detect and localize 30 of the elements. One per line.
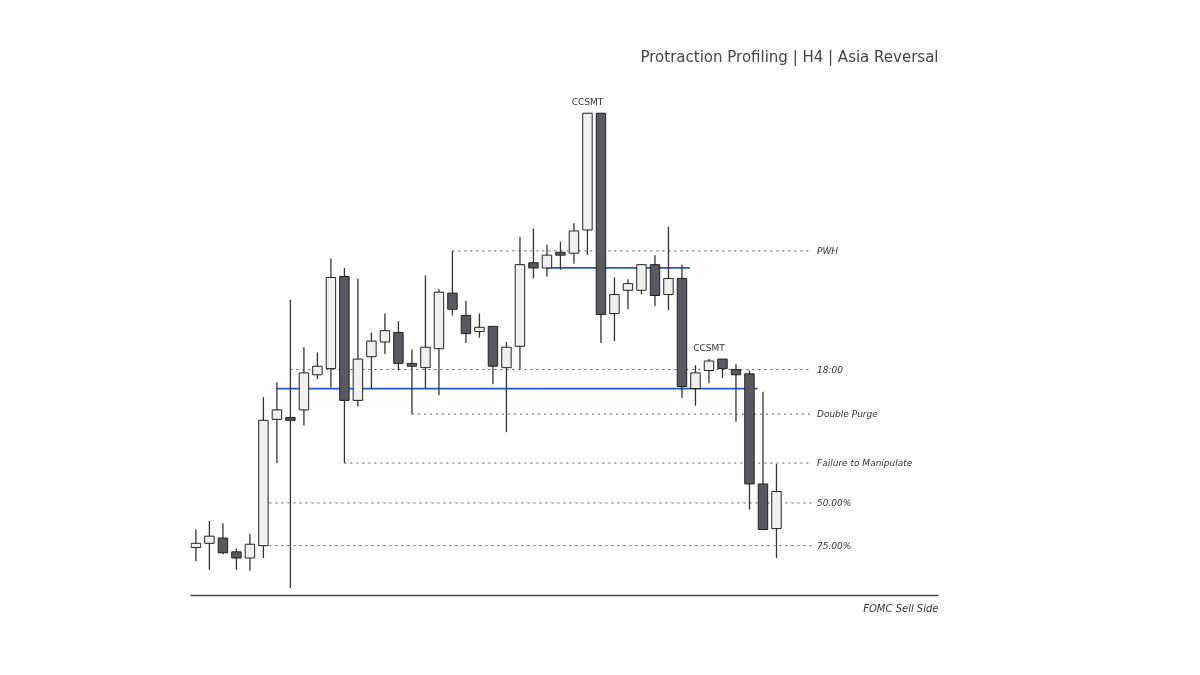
- candlestick: [460, 300, 472, 344]
- annotation: CCSMT: [571, 97, 604, 108]
- text: 75.00%: [816, 540, 852, 551]
- candlestick: [541, 244, 553, 278]
- candlestick: [217, 522, 229, 555]
- candlestick: [501, 341, 512, 433]
- candlestick: [609, 276, 620, 342]
- candlestick: [568, 222, 580, 265]
- candlestick: [663, 226, 674, 311]
- candlestick: [690, 364, 701, 407]
- ref-line-label: 18:00: [816, 364, 844, 375]
- ref-line-label: Double Purge: [816, 409, 879, 420]
- candlestick: [231, 547, 242, 571]
- chart-title: Protraction Profiling | H4 | Asia Reversal: [640, 47, 939, 66]
- text: 50.00%: [816, 497, 852, 508]
- candlestick: [622, 278, 634, 310]
- candlestick: [190, 528, 202, 562]
- text: FOMC Sell Side: [863, 602, 939, 614]
- ref-line-label: PWH: [816, 245, 839, 256]
- annotation: CCSMT: [693, 343, 726, 354]
- candlestick: [204, 520, 215, 571]
- candlestick: [474, 312, 485, 339]
- candlestick: [379, 312, 391, 355]
- candlestick: [312, 351, 323, 380]
- candlestick: [366, 331, 377, 390]
- candlestick: [244, 533, 256, 572]
- candlestick: [703, 358, 715, 384]
- ref-line-label: Failure to Manipulate: [816, 458, 913, 469]
- candlestick: [420, 274, 431, 390]
- candlestick: [271, 381, 283, 464]
